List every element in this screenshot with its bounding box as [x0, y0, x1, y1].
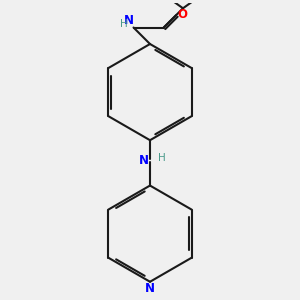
Text: N: N: [145, 282, 155, 296]
Text: H: H: [158, 153, 166, 163]
Text: N: N: [139, 154, 148, 167]
Text: H: H: [120, 19, 128, 29]
Text: O: O: [178, 8, 188, 21]
Text: N: N: [124, 14, 134, 27]
